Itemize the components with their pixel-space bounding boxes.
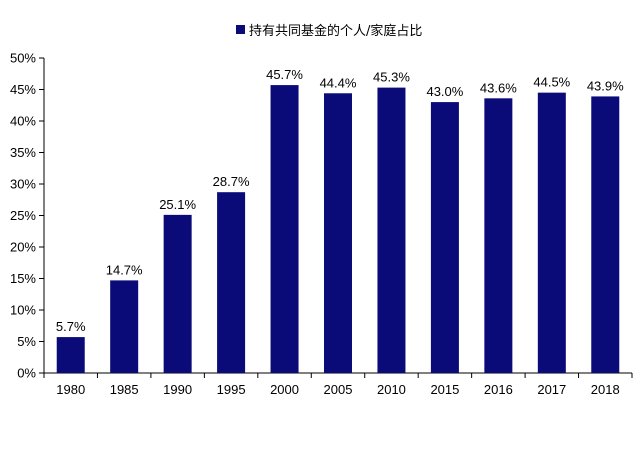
- data-label: 44.4%: [320, 75, 357, 90]
- bar: [430, 102, 459, 373]
- y-tick-label: 45%: [10, 82, 36, 97]
- bar: [324, 93, 352, 373]
- y-tick-label: 25%: [10, 208, 36, 223]
- bar: [537, 92, 566, 374]
- bar: [484, 98, 513, 373]
- data-label: 28.7%: [213, 174, 250, 189]
- data-label: 44.5%: [533, 75, 570, 90]
- bar: [377, 87, 406, 374]
- y-tick-label: 20%: [10, 240, 36, 255]
- data-label: 45.7%: [266, 67, 303, 82]
- x-tick-label: 2005: [324, 382, 353, 397]
- bar: [217, 192, 246, 373]
- data-label: 43.0%: [426, 84, 463, 99]
- bar: [270, 85, 299, 373]
- x-tick-label: 1985: [110, 382, 139, 397]
- y-tick-label: 50%: [10, 51, 36, 66]
- bar: [591, 96, 620, 374]
- bar: [110, 280, 139, 373]
- x-tick-label: 1990: [163, 382, 192, 397]
- y-tick-label: 5%: [17, 334, 36, 349]
- y-tick-label: 0%: [17, 366, 36, 381]
- y-tick-label: 15%: [10, 271, 36, 286]
- legend-swatch: [236, 24, 245, 34]
- legend-label: 持有共同基金的个人/家庭占比: [249, 23, 423, 39]
- y-tick-label: 35%: [10, 145, 36, 160]
- bar: [56, 337, 85, 373]
- x-tick-label: 2017: [537, 382, 566, 397]
- y-tick-label: 30%: [10, 177, 36, 192]
- x-tick-label: 1995: [217, 382, 246, 397]
- x-tick-label: 2000: [270, 382, 299, 397]
- data-label: 5.7%: [56, 319, 86, 334]
- data-label: 43.6%: [480, 80, 517, 95]
- x-tick-label: 2018: [591, 382, 620, 397]
- bar: [163, 214, 192, 373]
- x-tick-label: 2015: [430, 382, 459, 397]
- data-label: 14.7%: [106, 262, 143, 277]
- data-label: 45.3%: [373, 70, 410, 85]
- data-label: 43.9%: [587, 78, 624, 93]
- y-tick-label: 10%: [10, 303, 36, 318]
- x-tick-label: 2010: [377, 382, 406, 397]
- x-tick-label: 2016: [484, 382, 513, 397]
- x-tick-label: 1980: [56, 382, 85, 397]
- legend: 持有共同基金的个人/家庭占比: [236, 20, 423, 39]
- data-label: 25.1%: [159, 197, 196, 212]
- y-tick-label: 40%: [10, 114, 36, 129]
